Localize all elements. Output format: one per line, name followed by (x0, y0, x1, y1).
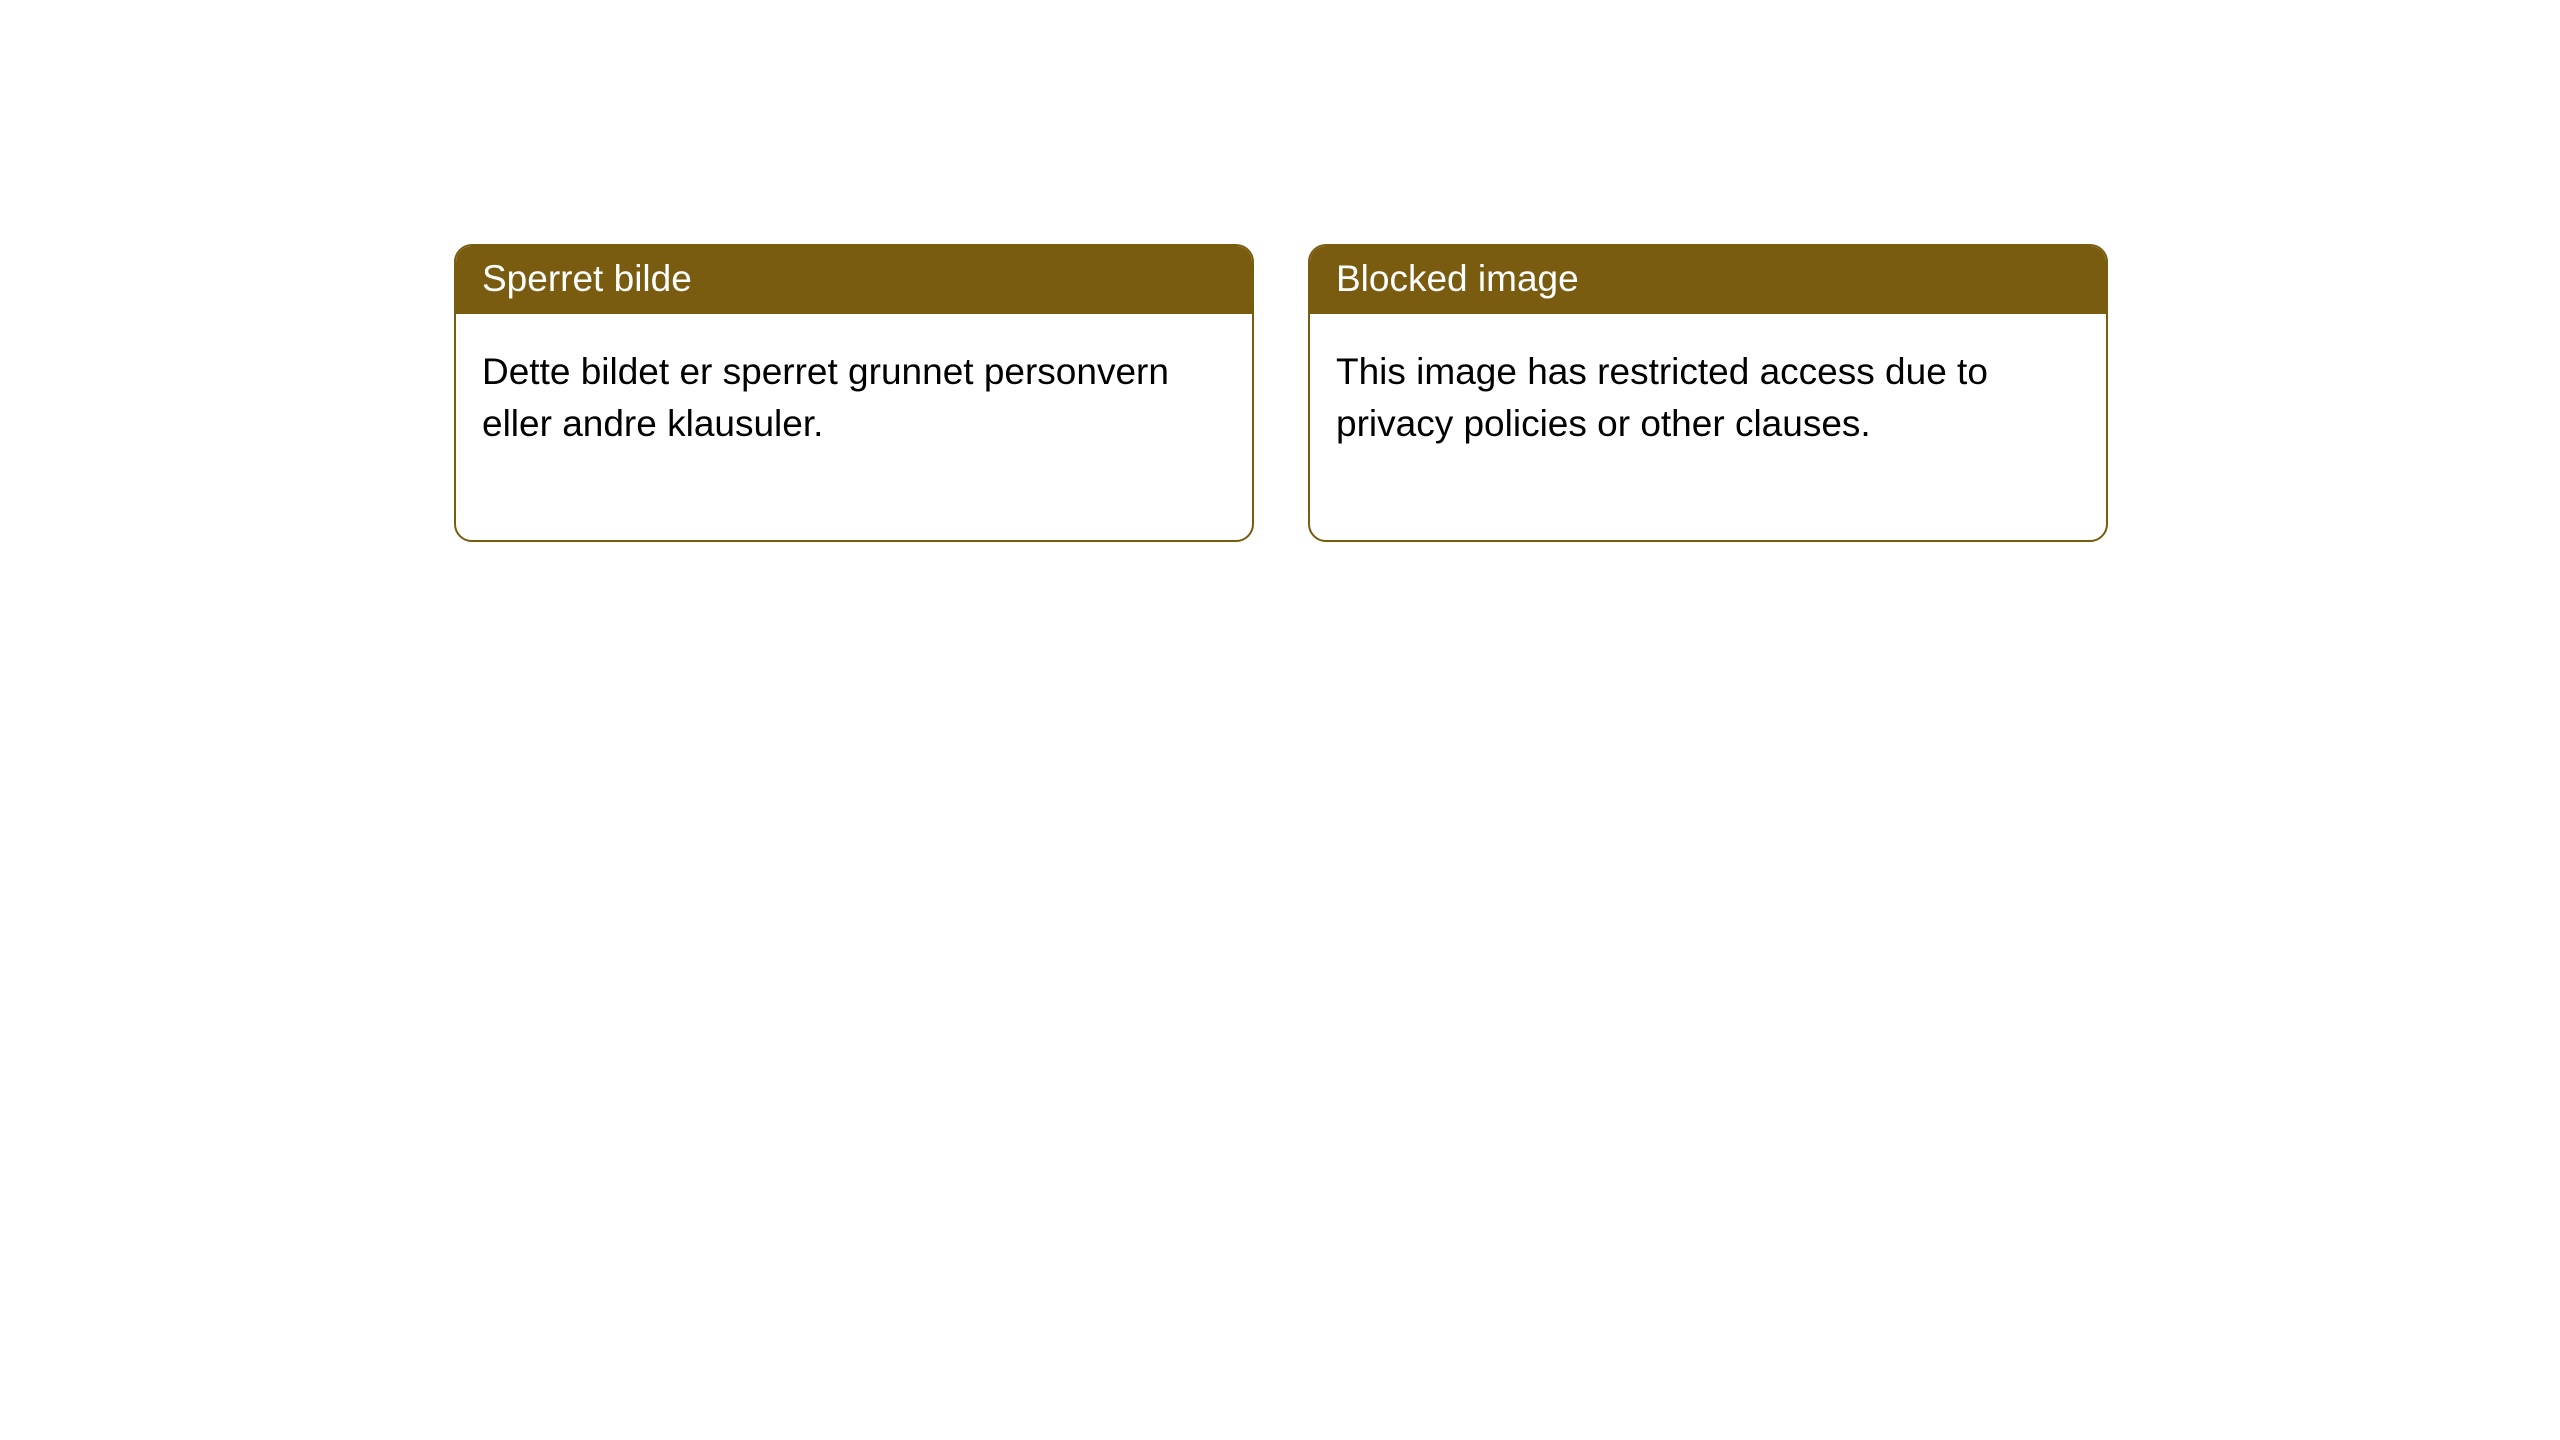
notice-card-header: Sperret bilde (456, 246, 1252, 314)
notice-card-body-text: This image has restricted access due to … (1336, 351, 1988, 444)
notice-card-body: Dette bildet er sperret grunnet personve… (456, 314, 1252, 540)
notice-cards-container: Sperret bilde Dette bildet er sperret gr… (0, 0, 2560, 542)
notice-card-english: Blocked image This image has restricted … (1308, 244, 2108, 542)
notice-card-title: Sperret bilde (482, 258, 692, 299)
notice-card-title: Blocked image (1336, 258, 1579, 299)
notice-card-body-text: Dette bildet er sperret grunnet personve… (482, 351, 1169, 444)
notice-card-header: Blocked image (1310, 246, 2106, 314)
notice-card-body: This image has restricted access due to … (1310, 314, 2106, 540)
notice-card-norwegian: Sperret bilde Dette bildet er sperret gr… (454, 244, 1254, 542)
